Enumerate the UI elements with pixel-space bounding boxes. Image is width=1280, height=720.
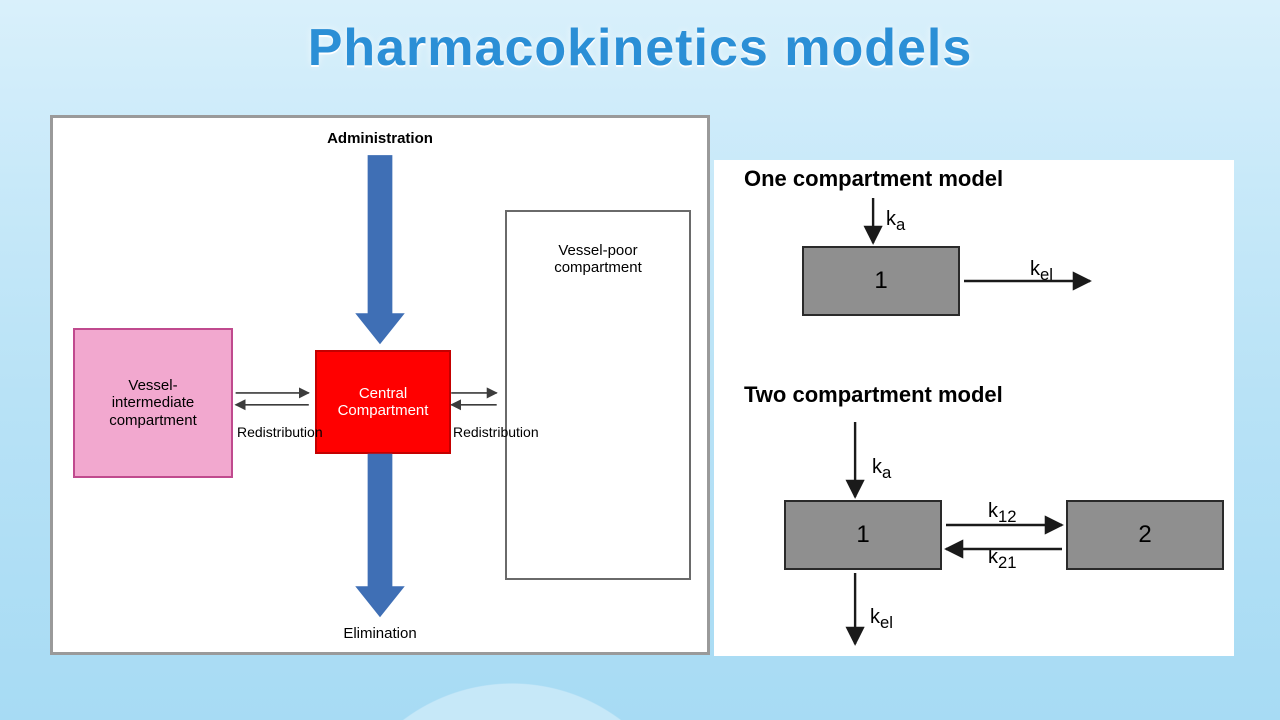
two-compartment-title: Two compartment model [744,382,1003,408]
right-diagram-arrows [714,160,1234,656]
two-comp-box-1: 1 [784,500,942,570]
elimination-label: Elimination [343,625,416,642]
right-diagram-panel: One compartment model Two compartment mo… [714,160,1234,656]
one-comp-box-1: 1 [802,246,960,316]
two-comp-ka-label: ka [872,456,891,483]
administration-label: Administration [327,130,433,147]
redistribution-right-label: Redistribution [453,424,539,440]
two-comp-kel-label: kel [870,606,893,633]
one-comp-ka-label: ka [886,208,905,235]
left-diagram-panel: Administration Elimination Vessel-interm… [50,115,710,655]
one-compartment-title: One compartment model [744,166,1003,192]
two-comp-box-2: 2 [1066,500,1224,570]
one-comp-kel-label: kel [1030,258,1053,285]
two-comp-k12-label: k12 [988,500,1017,527]
redistribution-left-label: Redistribution [237,424,323,440]
vessel-poor-box: Vessel-poorcompartment [505,210,691,580]
two-comp-k21-label: k21 [988,546,1017,573]
vessel-intermediate-box: Vessel-intermediatecompartment [73,328,233,478]
page-title: Pharmacokinetics models [0,18,1280,78]
central-compartment-box: CentralCompartment [315,350,451,454]
